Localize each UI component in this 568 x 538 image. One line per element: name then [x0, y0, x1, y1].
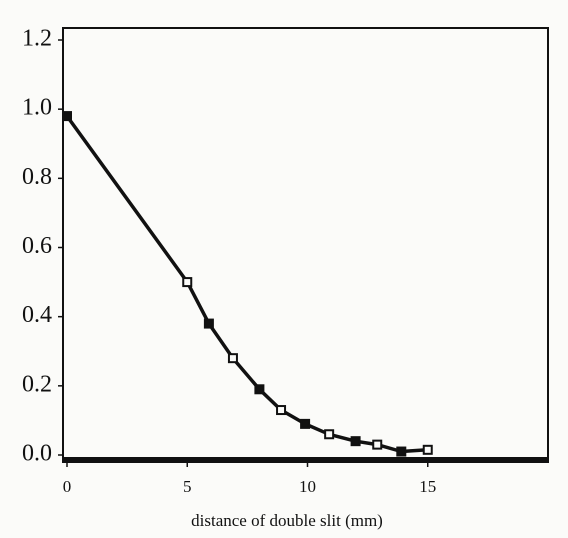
y-tick-label: 0.4: [22, 302, 52, 328]
x-tick-label: 10: [299, 477, 316, 496]
data-point: [350, 436, 361, 447]
y-tick-label: 0.2: [22, 371, 52, 397]
data-point: [372, 439, 383, 450]
x-tick-label: 5: [183, 477, 192, 496]
plot-frame: [62, 27, 549, 463]
x-axis-label: distance of double slit (mm): [191, 511, 383, 530]
data-point: [62, 111, 72, 122]
y-tick-label: 1.0: [22, 95, 52, 121]
data-point: [422, 444, 433, 455]
data-point: [203, 318, 214, 329]
data-point: [227, 353, 238, 364]
data-point: [324, 429, 335, 440]
data-line: [65, 115, 428, 454]
data-point: [300, 418, 311, 429]
y-tick-label: 0.6: [22, 233, 52, 259]
data-point: [182, 277, 193, 288]
data-point: [254, 384, 265, 395]
data-point: [396, 446, 407, 457]
x-tick-label: 0: [63, 477, 72, 496]
x-tick-label: 15: [419, 477, 436, 496]
data-point: [276, 405, 287, 416]
y-tick-label: 1.2: [22, 26, 52, 52]
y-tick-label: 0.8: [22, 164, 52, 190]
y-tick-label: 0.0: [22, 441, 52, 467]
